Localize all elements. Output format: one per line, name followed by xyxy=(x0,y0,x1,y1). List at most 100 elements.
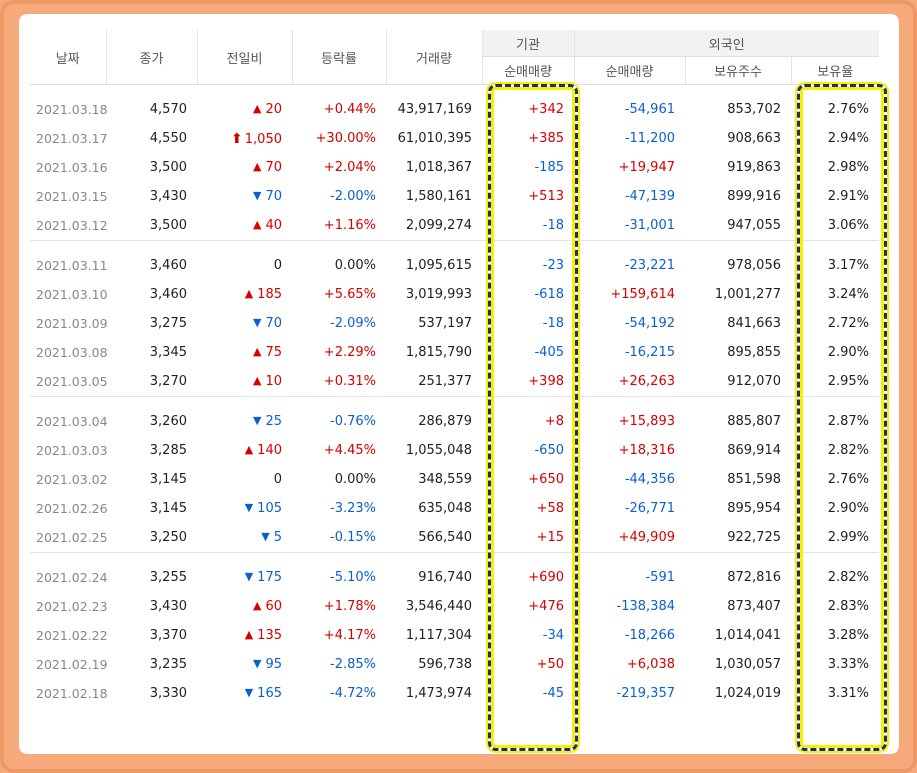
row-volume: 3,019,993 xyxy=(405,287,472,302)
row-foreign-ratio: 2.87% xyxy=(827,414,869,429)
row-date: 2021.02.23 xyxy=(36,599,108,614)
row-diff-value: 5 xyxy=(273,530,282,545)
row-rate: -5.10% xyxy=(330,570,376,585)
table-body: 2021.03.18 4,570 ▲ 20 +0.44% 43,917,169 +342 -5… xyxy=(30,85,879,709)
row-volume: 1,095,615 xyxy=(405,258,472,273)
row-diff: 0 xyxy=(197,251,292,280)
up-triangle-icon: ▲ xyxy=(252,160,262,173)
row-diff-value: 40 xyxy=(265,218,282,233)
row-close: 3,430 xyxy=(149,189,187,204)
row-foreign-net: +6,038 xyxy=(626,657,675,672)
row-foreign-hold: 1,001,277 xyxy=(714,287,781,302)
row-foreign-ratio: 3.17% xyxy=(827,258,869,273)
row-diff-value: 70 xyxy=(265,316,282,331)
row-date: 2021.02.24 xyxy=(36,570,108,585)
table-row: 2021.03.10 3,460 ▲ 185 +5.65% 3,019,993 -618 +1… xyxy=(30,280,879,309)
down-triangle-icon: ▼ xyxy=(244,501,254,514)
row-foreign-hold: 919,863 xyxy=(727,160,781,175)
down-triangle-icon: ▼ xyxy=(252,657,262,670)
row-inst-net: +398 xyxy=(528,374,564,389)
row-close: 3,270 xyxy=(149,374,187,389)
row-diff: ▲ 140 xyxy=(197,436,292,465)
table-row: 2021.02.19 3,235 ▼ 95 -2.85% 596,738 +50 +6,038… xyxy=(30,650,879,679)
up-triangle-icon: ▲ xyxy=(252,599,262,612)
row-date: 2021.02.22 xyxy=(36,628,108,643)
row-volume: 251,377 xyxy=(418,374,472,389)
row-inst-net: -18 xyxy=(542,218,564,233)
header-foreign-net: 순매매량 xyxy=(573,56,685,85)
group-spacer xyxy=(30,241,879,251)
row-foreign-net: +159,614 xyxy=(610,287,675,302)
row-diff-value: 135 xyxy=(257,628,282,643)
row-rate: +2.04% xyxy=(323,160,376,175)
up-triangle-icon: ▲ xyxy=(252,345,262,358)
row-close: 3,145 xyxy=(149,501,187,516)
row-foreign-net: +19,947 xyxy=(618,160,675,175)
row-diff: ▼ 70 xyxy=(197,182,292,211)
row-diff: ▲ 70 xyxy=(197,153,292,182)
row-foreign-hold: 912,070 xyxy=(727,374,781,389)
row-inst-net: +650 xyxy=(528,472,564,487)
row-inst-net: -650 xyxy=(534,443,564,458)
row-inst-net: +50 xyxy=(536,657,564,672)
row-foreign-hold: 853,702 xyxy=(727,102,781,117)
row-foreign-ratio: 3.33% xyxy=(827,657,869,672)
table-row: 2021.03.09 3,275 ▼ 70 -2.09% 537,197 -18 -54,19… xyxy=(30,309,879,338)
row-diff: ▲ 40 xyxy=(197,211,292,241)
row-rate: 0.00% xyxy=(334,472,376,487)
row-diff-value: 20 xyxy=(265,102,282,117)
row-foreign-ratio: 3.28% xyxy=(827,628,869,643)
row-volume: 635,048 xyxy=(418,501,472,516)
row-foreign-ratio: 3.31% xyxy=(827,686,869,701)
row-volume: 2,099,274 xyxy=(405,218,472,233)
down-triangle-icon: ▼ xyxy=(261,530,270,543)
row-foreign-ratio: 3.24% xyxy=(827,287,869,302)
row-close: 4,570 xyxy=(149,102,187,117)
row-date: 2021.03.09 xyxy=(36,316,108,331)
row-foreign-net: -591 xyxy=(645,570,675,585)
row-foreign-ratio: 2.94% xyxy=(827,131,869,146)
row-diff-value: 0 xyxy=(273,258,282,273)
row-inst-net: +476 xyxy=(528,599,564,614)
row-diff: ▲ 135 xyxy=(197,621,292,650)
row-foreign-ratio: 2.98% xyxy=(827,160,869,175)
table-row: 2021.03.05 3,270 ▲ 10 +0.31% 251,377 +398 +26,2… xyxy=(30,367,879,397)
row-foreign-net: +49,909 xyxy=(618,530,675,545)
table-row: 2021.03.08 3,345 ▲ 75 +2.29% 1,815,790 -405 -16… xyxy=(30,338,879,367)
row-diff-value: 95 xyxy=(265,657,282,672)
row-close: 3,460 xyxy=(149,287,187,302)
row-diff-value: 165 xyxy=(257,686,282,701)
row-rate: -2.85% xyxy=(330,657,376,672)
row-diff-value: 25 xyxy=(265,414,282,429)
row-foreign-hold: 978,056 xyxy=(727,258,781,273)
header-foreign-ratio: 보유율 xyxy=(790,56,879,85)
row-diff-value: 185 xyxy=(257,287,282,302)
row-close: 3,500 xyxy=(149,160,187,175)
group-divider xyxy=(30,552,879,553)
table-row: 2021.02.23 3,430 ▲ 60 +1.78% 3,546,440 +476 -13… xyxy=(30,592,879,621)
row-rate: -2.09% xyxy=(330,316,376,331)
stock-daily-table: 날짜 종가 전일비 등락률 거래량 기관 외국인 순매매량 순매매량 보유주수 … xyxy=(30,30,879,708)
header-date: 날짜 xyxy=(30,30,106,85)
header-institution: 기관 xyxy=(481,30,574,57)
row-date: 2021.03.11 xyxy=(36,258,108,273)
row-inst-net: -405 xyxy=(534,345,564,360)
row-rate: -0.15% xyxy=(330,530,376,545)
table-row: 2021.03.02 3,145 0 0.00% 348,559 +650 -44,356 8… xyxy=(30,465,879,494)
row-foreign-hold: 1,030,057 xyxy=(714,657,781,672)
table-row: 2021.03.17 4,550 ⬆ 1,050 +30.00% 61,010,395 +3… xyxy=(30,124,879,153)
row-date: 2021.03.05 xyxy=(36,374,108,389)
row-rate: +0.31% xyxy=(323,374,376,389)
row-foreign-net: -31,001 xyxy=(624,218,675,233)
row-inst-net: +15 xyxy=(536,530,564,545)
group-spacer xyxy=(30,85,879,96)
row-date: 2021.03.18 xyxy=(36,102,108,117)
row-diff-value: 175 xyxy=(257,570,282,585)
row-foreign-ratio: 2.72% xyxy=(827,316,869,331)
row-volume: 1,473,974 xyxy=(405,686,472,701)
row-volume: 1,815,790 xyxy=(405,345,472,360)
row-diff-value: 0 xyxy=(273,472,282,487)
table-row: 2021.02.26 3,145 ▼ 105 -3.23% 635,048 +58 -26,7… xyxy=(30,494,879,523)
row-foreign-hold: 922,725 xyxy=(727,530,781,545)
row-foreign-ratio: 2.99% xyxy=(827,530,869,545)
